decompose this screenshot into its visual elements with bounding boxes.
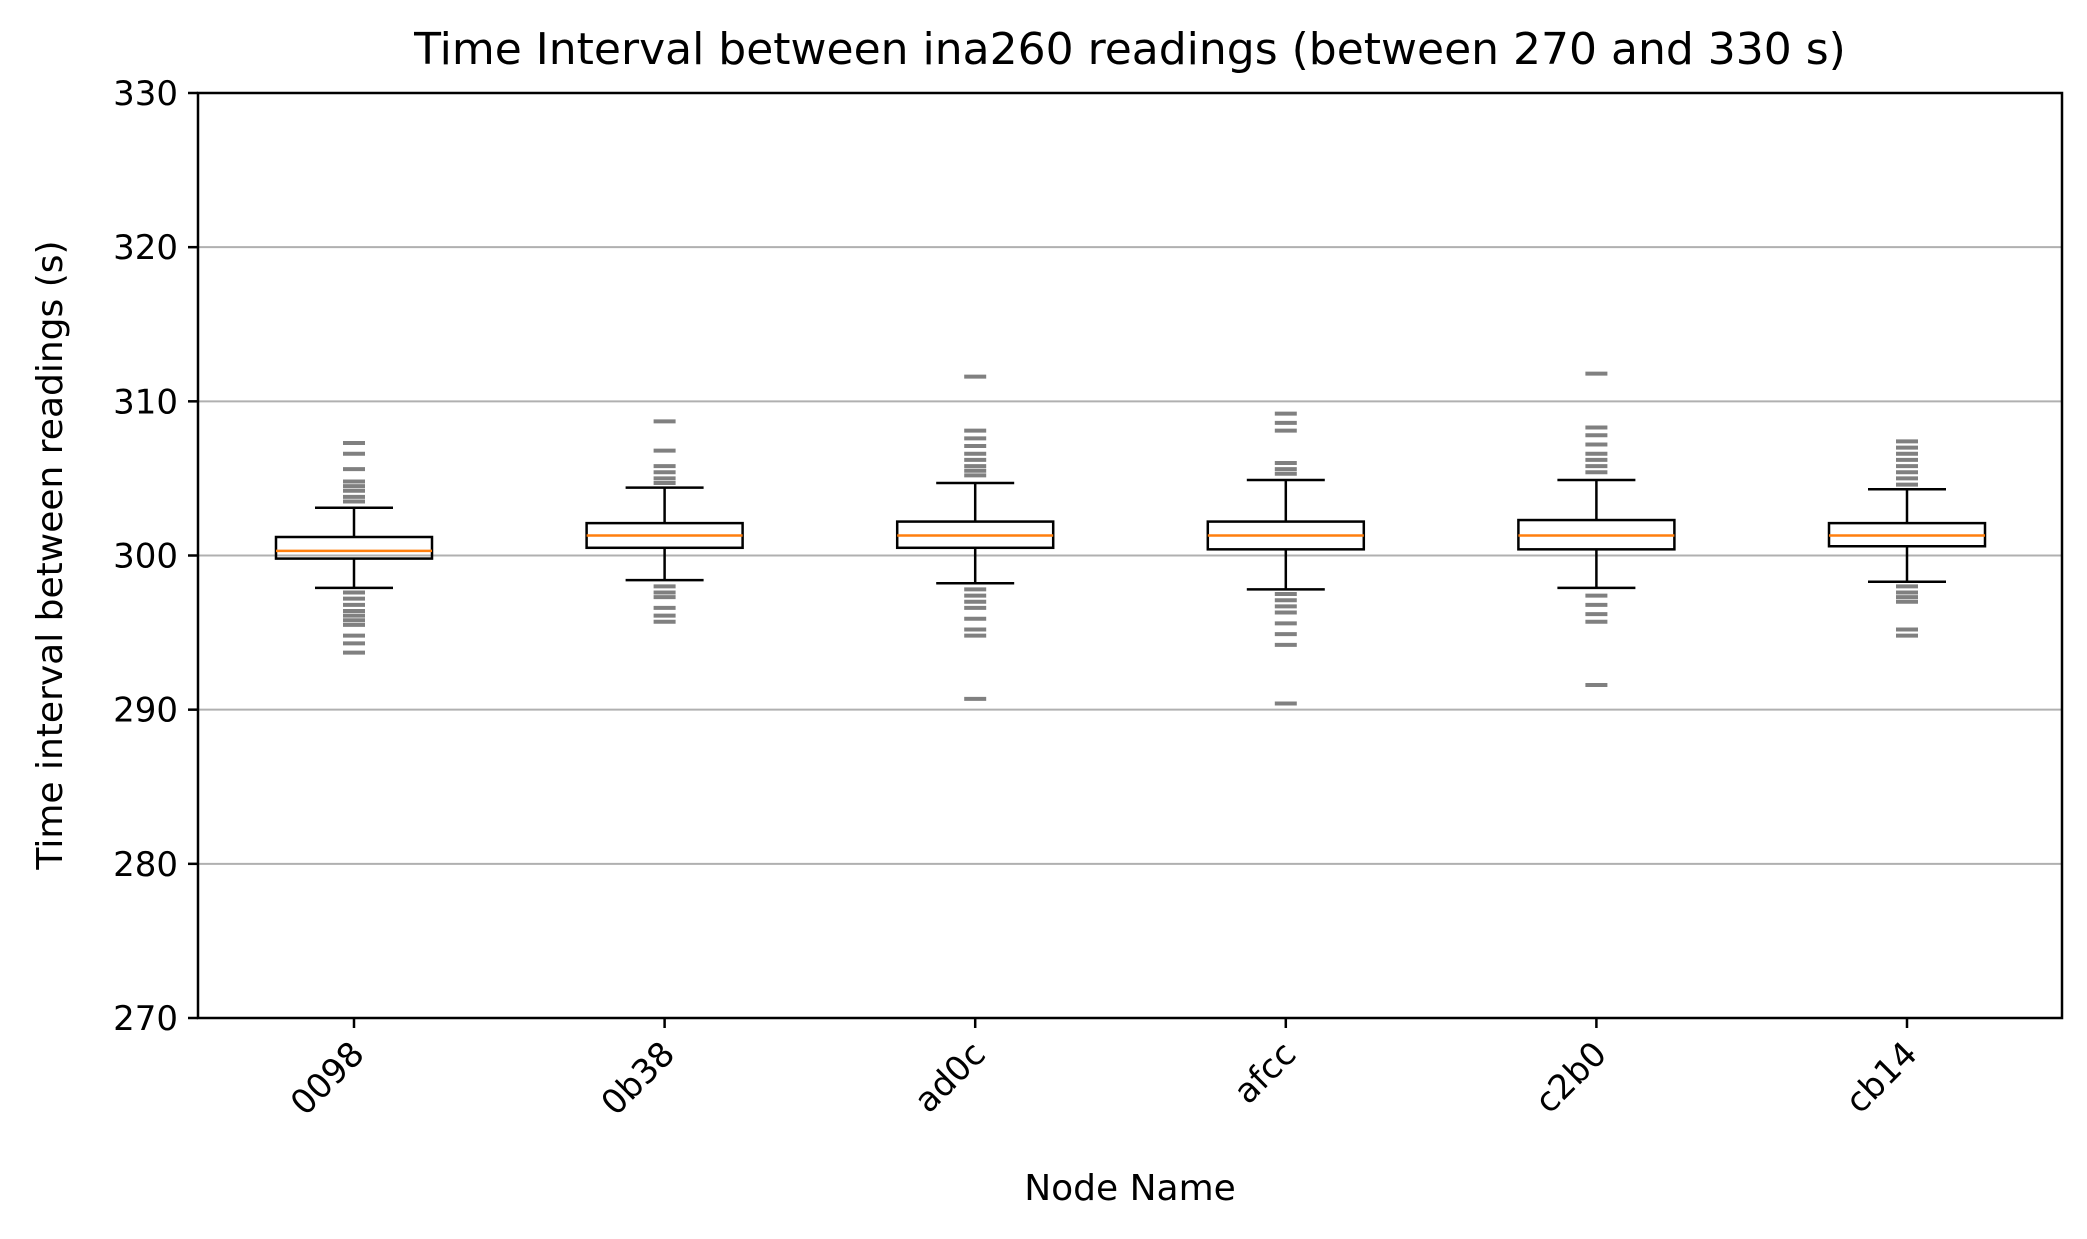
box-c2b0 — [1517, 371, 1676, 687]
y-tick-label: 280 — [113, 845, 178, 885]
chart-title: Time Interval between ina260 readings (b… — [413, 24, 1846, 75]
y-axis-label: Time interval between readings (s) — [30, 240, 71, 870]
y-tick-label: 310 — [113, 382, 178, 422]
y-tick-label: 320 — [113, 228, 178, 268]
y-tick-label: 300 — [113, 537, 178, 577]
box-iqr — [274, 535, 434, 560]
y-tick-label: 270 — [113, 999, 178, 1039]
y-tick-label: 290 — [113, 691, 178, 731]
box-0098 — [274, 440, 434, 655]
y-tick-label: 330 — [113, 74, 178, 114]
x-axis-label: Node Name — [1024, 1168, 1236, 1209]
box-series — [274, 371, 1987, 706]
box-ad0c — [895, 374, 1055, 701]
box-0b38 — [585, 419, 744, 624]
box-cb14 — [1827, 439, 1987, 638]
box-afcc — [1206, 411, 1366, 706]
